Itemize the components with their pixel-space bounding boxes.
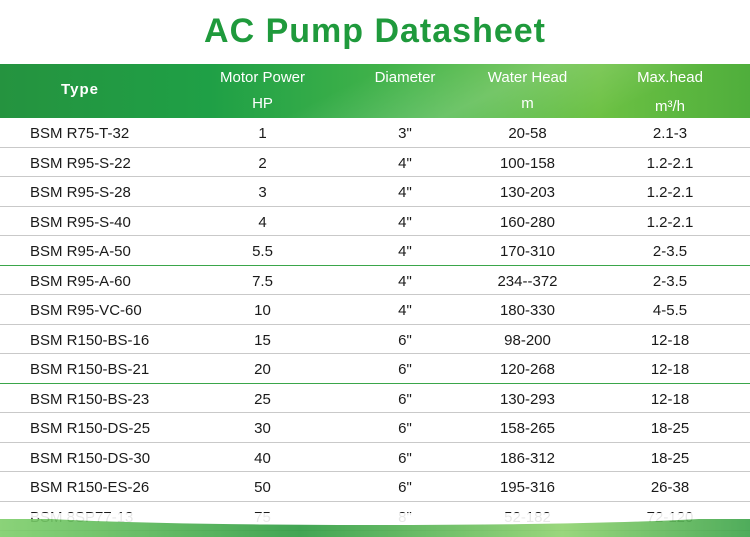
table-row: BSM R150-BS-23 25 6" 130-293 12-18 (0, 384, 750, 413)
cell-type: BSM R95-VC-60 (30, 302, 142, 319)
cell-diameter: 4" (398, 213, 412, 231)
table-row: BSM R95-S-22 2 4" 100-158 1.2-2.1 (0, 148, 750, 177)
cell-motor-power: 25 (254, 390, 271, 408)
footer-band (0, 513, 750, 537)
table-row: BSM R150-DS-30 40 6" 186-312 18-25 (0, 443, 750, 472)
cell-motor-power: 40 (254, 449, 271, 467)
cell-water-head: 130-203 (499, 184, 556, 201)
cell-type: BSM R95-S-28 (30, 184, 131, 201)
cell-motor-power: 3 (258, 184, 267, 201)
cell-max-head: 12-18 (650, 390, 690, 408)
cell-motor-power: 10 (254, 302, 271, 319)
table-row: BSM R95-A-50 5.5 4" 170-310 2-3.5 (0, 236, 750, 266)
cell-water-head: 98-200 (504, 331, 551, 349)
cell-max-head: 1.2-2.1 (646, 213, 694, 231)
table-row: BSM R75-T-32 1 3" 20-58 2.1-3 (0, 118, 750, 148)
cell-motor-power: 7.5 (252, 272, 273, 290)
cell-diameter: 4" (398, 302, 412, 319)
cell-motor-power: 1 (258, 125, 267, 142)
cell-water-head: 20-58 (508, 125, 547, 142)
cell-water-head: 120-268 (499, 361, 556, 378)
page-title: AC Pump Datasheet (204, 12, 546, 50)
cell-type: BSM R150-BS-21 (30, 361, 150, 378)
header-max-head: Max.head (637, 69, 703, 86)
cell-diameter: 4" (398, 154, 412, 172)
cell-motor-power: 4 (258, 213, 267, 231)
header-motor-unit: HP (252, 95, 273, 112)
header-max-unit: m³/h (655, 98, 685, 115)
cell-type: BSM R95-S-22 (30, 154, 131, 172)
cell-max-head: 1.2-2.1 (646, 154, 694, 172)
cell-max-head: 26-38 (650, 479, 690, 496)
table-row: BSM R150-DS-25 30 6" 158-265 18-25 (0, 413, 750, 443)
cell-max-head: 2.1-3 (652, 125, 688, 142)
cell-diameter: 4" (398, 184, 412, 201)
cell-max-head: 4-5.5 (652, 302, 688, 319)
cell-diameter: 6" (398, 331, 412, 349)
header-water-unit: m (521, 95, 534, 112)
cell-max-head: 12-18 (650, 361, 690, 378)
cell-motor-power: 20 (254, 361, 271, 378)
cell-max-head: 2-3.5 (652, 272, 688, 290)
cell-diameter: 6" (398, 479, 412, 496)
cell-diameter: 6" (398, 449, 412, 467)
header-motor-power: Motor Power (219, 69, 306, 86)
cell-water-head: 186-312 (499, 449, 556, 467)
cell-type: BSM R75-T-32 (30, 125, 130, 142)
table-row: BSM R150-BS-16 15 6" 98-200 12-18 (0, 325, 750, 354)
cell-diameter: 6" (398, 420, 412, 437)
cell-type: BSM R150-BS-23 (30, 390, 150, 408)
table-row: BSM R95-S-40 4 4" 160-280 1.2-2.1 (0, 207, 750, 236)
header-type: Type (61, 81, 99, 98)
table-row: BSM R95-S-28 3 4" 130-203 1.2-2.1 (0, 177, 750, 207)
cell-type: BSM R150-DS-25 (30, 420, 151, 437)
cell-water-head: 195-316 (499, 479, 556, 496)
table-row: BSM R95-VC-60 10 4" 180-330 4-5.5 (0, 295, 750, 325)
cell-max-head: 1.2-2.1 (646, 184, 694, 201)
cell-type: BSM R150-ES-26 (30, 479, 150, 496)
header-water-head: Water Head (487, 69, 568, 86)
cell-water-head: 234--372 (497, 272, 558, 290)
table-row: BSM R150-ES-26 50 6" 195-316 26-38 (0, 472, 750, 502)
cell-type: BSM R95-A-50 (30, 243, 131, 260)
cell-max-head: 18-25 (650, 420, 690, 437)
cell-type: BSM R95-A-60 (30, 272, 131, 290)
cell-type: BSM R95-S-40 (30, 213, 131, 231)
cell-water-head: 170-310 (499, 243, 556, 260)
cell-motor-power: 2 (258, 154, 267, 172)
cell-type: BSM R150-DS-30 (30, 449, 151, 467)
cell-water-head: 160-280 (499, 213, 556, 231)
cell-diameter: 6" (398, 390, 412, 408)
table-body: BSM R75-T-32 1 3" 20-58 2.1-3 BSM R95-S-22 2 4"… (0, 118, 750, 531)
table-row: BSM R150-BS-21 20 6" 120-268 12-18 (0, 354, 750, 384)
cell-motor-power: 50 (254, 479, 271, 496)
cell-water-head: 158-265 (499, 420, 556, 437)
cell-motor-power: 30 (254, 420, 271, 437)
table-header: Type Motor Power HP Diameter Water Head … (0, 64, 750, 118)
cell-max-head: 12-18 (650, 331, 690, 349)
cell-type: BSM R150-BS-16 (30, 331, 150, 349)
cell-max-head: 2-3.5 (652, 243, 688, 260)
cell-water-head: 180-330 (499, 302, 556, 319)
cell-motor-power: 15 (254, 331, 271, 349)
cell-max-head: 18-25 (650, 449, 690, 467)
cell-water-head: 130-293 (499, 390, 556, 408)
header-diameter: Diameter (374, 69, 436, 86)
table-row: BSM R95-A-60 7.5 4" 234--372 2-3.5 (0, 266, 750, 295)
cell-diameter: 3" (398, 125, 412, 142)
cell-diameter: 4" (398, 272, 412, 290)
cell-diameter: 6" (398, 361, 412, 378)
cell-diameter: 4" (398, 243, 412, 260)
cell-motor-power: 5.5 (252, 243, 273, 260)
cell-water-head: 100-158 (499, 154, 556, 172)
